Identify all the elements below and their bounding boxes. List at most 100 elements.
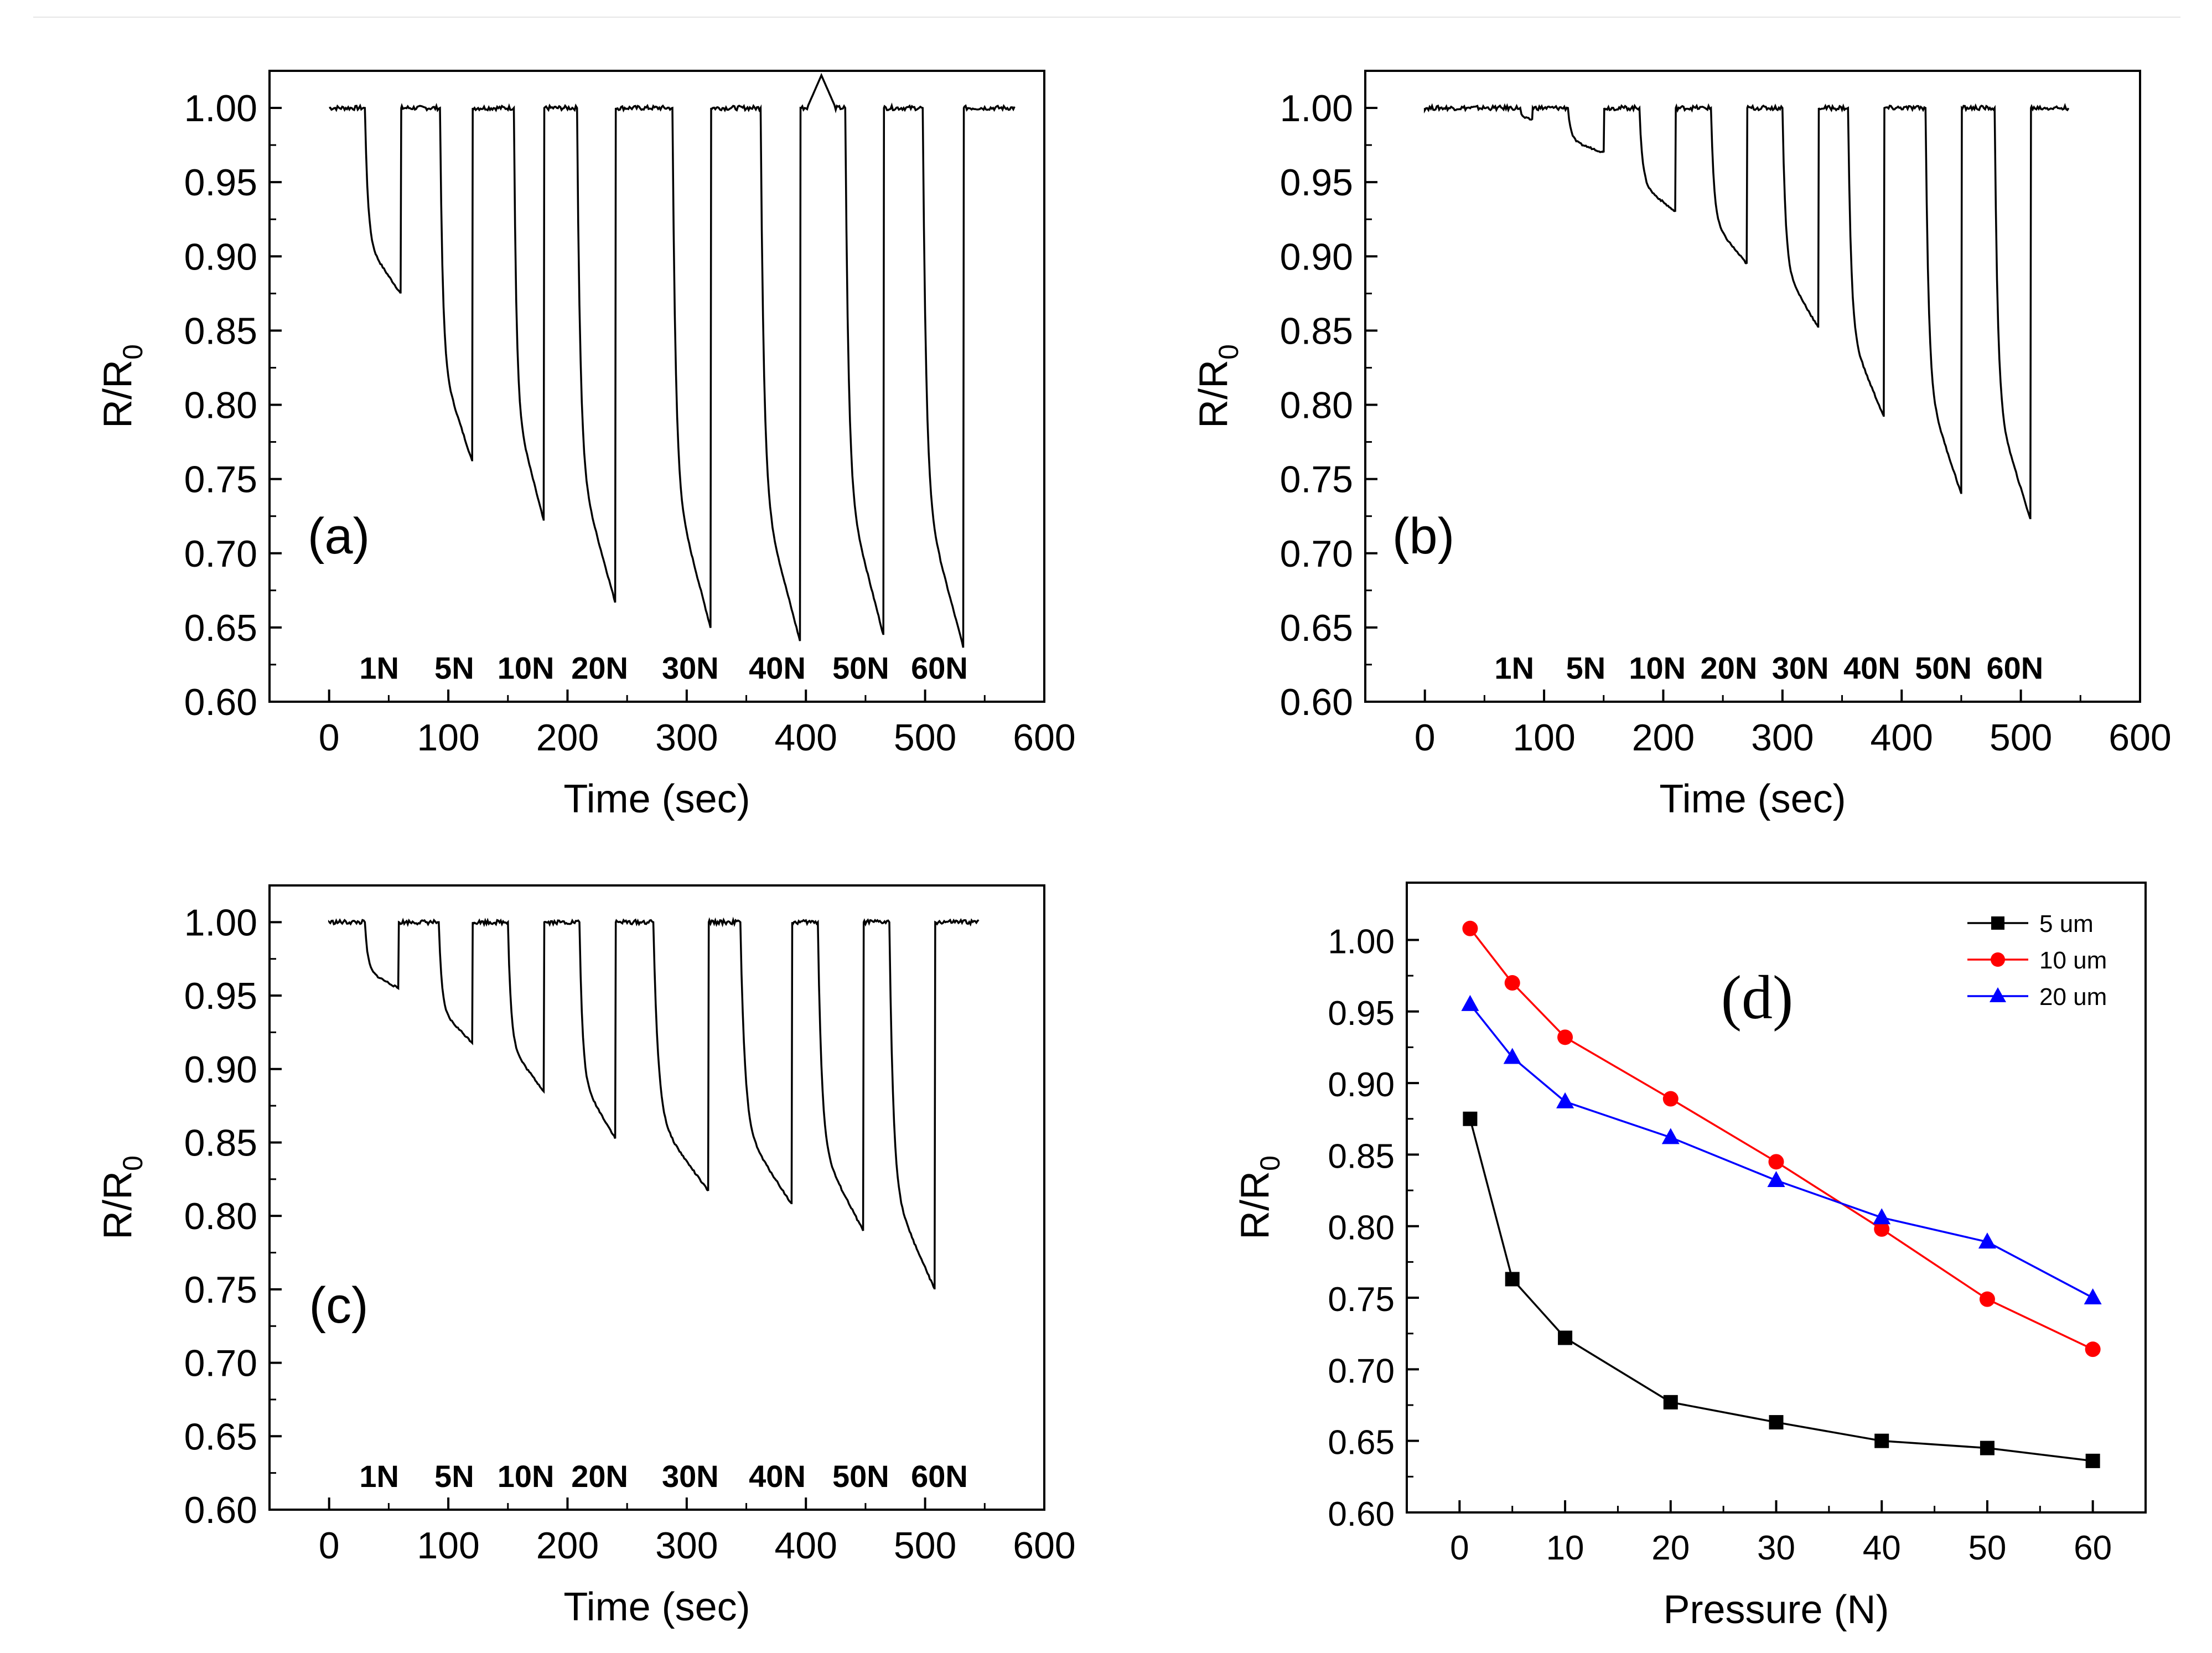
x-axis-title: Time (sec) [1659, 777, 1846, 821]
data-point [1873, 1208, 1891, 1225]
data-point [1556, 1092, 1574, 1108]
force-label: 5N [434, 650, 474, 685]
x-tick-label: 100 [417, 1525, 479, 1567]
chart-panel-d: 0 10 20 30 40 50 60 0.60 0.65 0.70 0.75 0.80 0.85 0.9… [1233, 882, 2147, 1632]
legend-marker [1991, 952, 2005, 967]
force-label: 10N [498, 1459, 555, 1494]
data-point [2085, 1453, 2100, 1468]
y-tick-label: 0.70 [184, 533, 257, 575]
x-axis-title: Time (sec) [563, 777, 750, 821]
x-tick-label: 0 [319, 717, 340, 759]
force-label: 40N [749, 650, 806, 685]
y-tick-label: 0.80 [1280, 385, 1353, 427]
data-point [1662, 1091, 1679, 1107]
x-tick-label: 0 [319, 1525, 340, 1567]
y-axis-title: R/R0 [96, 1155, 148, 1240]
y-tick-label: 0.80 [184, 385, 257, 427]
data-point [1874, 1433, 1889, 1448]
legend-label: 20 um [2039, 983, 2107, 1011]
y-axis-title-main: R/R [1233, 1171, 1277, 1240]
x-tick-label: 500 [1990, 717, 2052, 759]
panel-label: (b) [1392, 508, 1454, 564]
y-tick-label: 0.70 [1280, 533, 1353, 575]
x-tick-label: 500 [894, 1525, 956, 1567]
y-tick-label: 0.90 [184, 1049, 257, 1091]
y-tick-label: 0.85 [184, 310, 257, 352]
y-tick-label: 0.60 [184, 1489, 257, 1531]
x-axis-title: Time (sec) [563, 1585, 750, 1629]
chart-panel-a: 0 100 200 300 400 500 600 0.60 0.65 0.70 0.75 0.80 0… [96, 70, 1076, 821]
x-tick-label: 0 [1450, 1529, 1469, 1567]
x-tick-label: 60 [2074, 1529, 2112, 1567]
y-tick-label: 0.90 [1328, 1066, 1395, 1104]
panel-label: (d) [1721, 963, 1794, 1032]
legend-label: 5 um [2039, 910, 2094, 937]
x-tick-label: 200 [1632, 717, 1695, 759]
legend-marker [1990, 987, 2006, 1002]
y-tick-label: 0.65 [1280, 607, 1353, 649]
y-tick-label: 0.90 [184, 236, 257, 278]
y-tick-label: 0.65 [184, 607, 257, 649]
x-tick-label: 100 [1512, 717, 1575, 759]
series-line [1469, 927, 2094, 1350]
force-label: 1N [1494, 650, 1534, 685]
force-label: 30N [1772, 650, 1829, 685]
data-point [2085, 1341, 2101, 1357]
x-tick-label: 400 [774, 717, 837, 759]
x-tick-label: 20 [1651, 1529, 1690, 1567]
y-tick-label: 0.70 [1328, 1352, 1395, 1390]
force-label: 30N [662, 650, 719, 685]
y-axis-title-subscript: 0 [117, 1155, 148, 1171]
response-trace [329, 72, 1016, 648]
y-axis-title-subscript: 0 [1213, 344, 1244, 360]
x-tick-label: 400 [1870, 717, 1933, 759]
y-tick-label: 0.85 [1280, 310, 1353, 352]
y-axis-title-main: R/R [96, 360, 140, 428]
x-tick-label: 600 [1013, 717, 1075, 759]
y-axis-title: R/R0 [1192, 344, 1244, 428]
response-trace [1423, 102, 2070, 520]
y-axis-title: R/R0 [96, 344, 148, 428]
force-label: 5N [1566, 650, 1606, 685]
data-point [1463, 1111, 1478, 1126]
data-point [1768, 1154, 1784, 1170]
y-tick-label: 0.80 [184, 1195, 257, 1237]
y-tick-label: 0.60 [1280, 681, 1353, 723]
legend-label: 10 um [2039, 947, 2107, 974]
force-label: 20N [571, 650, 628, 685]
force-label: 50N [832, 650, 889, 685]
force-label: 1N [359, 1459, 399, 1494]
chart-panel-b: 0 100 200 300 400 500 600 0.60 0.65 0.70 0.75 0.80 0… [1192, 70, 2172, 821]
y-axis-title-subscript: 0 [117, 344, 148, 360]
y-tick-label: 1.00 [184, 901, 257, 944]
x-tick-label: 300 [655, 717, 718, 759]
data-point [1557, 1029, 1573, 1045]
data-point [1767, 1170, 1785, 1187]
x-axis-title: Pressure (N) [1663, 1588, 1889, 1632]
x-tick-label: 30 [1757, 1529, 1795, 1567]
x-tick-label: 10 [1546, 1529, 1584, 1567]
x-tick-label: 300 [1751, 717, 1814, 759]
data-point [1980, 1440, 1995, 1455]
data-point [2084, 1288, 2102, 1305]
data-point [1769, 1415, 1784, 1430]
y-axis-title-subscript: 0 [1255, 1155, 1286, 1171]
panel-label: (c) [309, 1277, 368, 1334]
legend: 5 um 10 um 20 um [1967, 910, 2107, 1011]
series-line [1469, 1118, 2093, 1462]
data-point [1874, 1221, 1890, 1237]
force-label: 40N [1843, 650, 1900, 685]
data-point [1979, 1291, 1995, 1307]
y-tick-label: 0.70 [184, 1343, 257, 1385]
data-point [1504, 975, 1520, 991]
y-tick-label: 1.00 [1280, 87, 1353, 129]
y-tick-label: 0.95 [184, 162, 257, 204]
legend-marker [1991, 916, 2004, 930]
y-tick-label: 0.75 [184, 459, 257, 501]
series-line [1469, 1003, 2094, 1299]
y-tick-label: 0.65 [184, 1416, 257, 1458]
data-point [1505, 1272, 1520, 1287]
x-tick-label: 0 [1415, 717, 1436, 759]
force-label: 50N [1915, 650, 1972, 685]
